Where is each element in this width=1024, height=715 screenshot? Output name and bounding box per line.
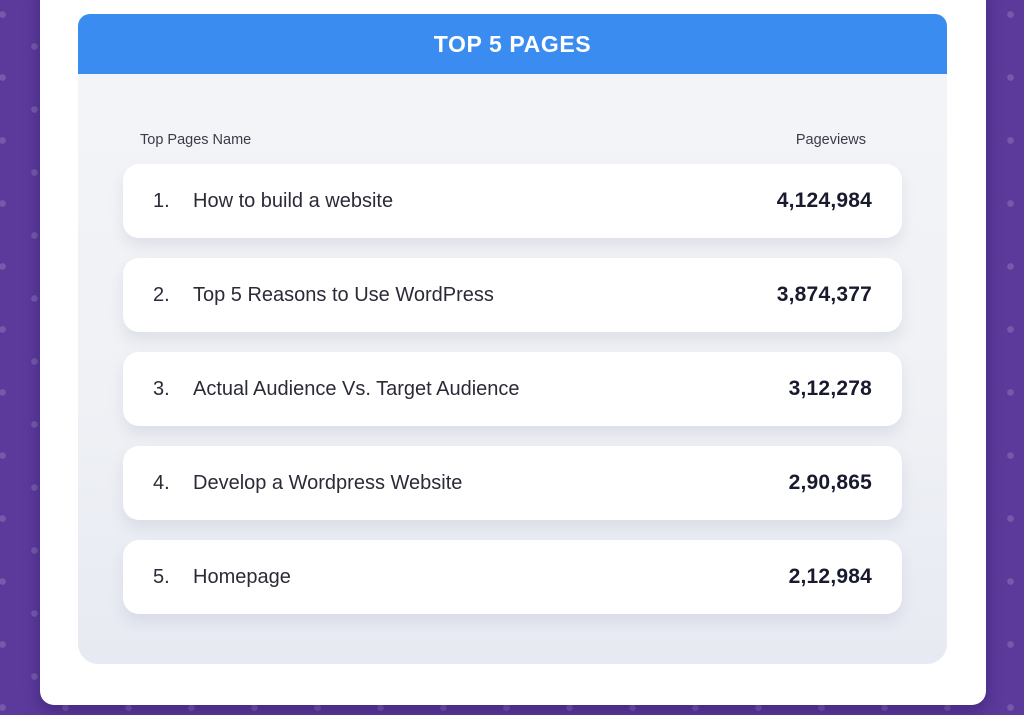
row-rank: 3. (153, 377, 170, 400)
column-header-name: Top Pages Name (140, 132, 252, 148)
row-rank: 1. (153, 189, 170, 212)
top-pages-list: 1. How to build a website 4,124,984 2. T… (123, 164, 902, 614)
panel-title-bar: TOP 5 PAGES (78, 14, 947, 74)
table-row: 1. How to build a website 4,124,984 (123, 164, 902, 238)
row-pageviews: 3,874,377 (776, 283, 872, 306)
column-header-pageviews: Pageviews (795, 132, 866, 148)
row-pageviews: 2,12,984 (788, 565, 872, 588)
row-pageviews: 2,90,865 (788, 471, 872, 494)
row-page-name: Develop a Wordpress Website (193, 471, 463, 494)
top-pages-panel: TOP 5 PAGES Top Pages Name Pageviews 1. … (78, 14, 947, 664)
column-headers: Top Pages Name Pageviews (123, 132, 902, 148)
row-pageviews: 3,12,278 (788, 377, 872, 400)
row-page-name: How to build a website (193, 189, 394, 212)
widget-card: TOP 5 PAGES Top Pages Name Pageviews 1. … (40, 0, 986, 705)
row-rank: 2. (153, 283, 170, 306)
row-rank: 4. (153, 471, 170, 494)
row-page-name: Actual Audience Vs. Target Audience (193, 377, 520, 400)
table-row: 3. Actual Audience Vs. Target Audience 3… (123, 352, 902, 426)
panel-body: Top Pages Name Pageviews 1. How to build… (78, 74, 947, 664)
table-row: 4. Develop a Wordpress Website 2,90,865 (123, 446, 902, 520)
row-page-name: Homepage (193, 565, 291, 588)
table-row: 5. Homepage 2,12,984 (123, 540, 902, 614)
panel-title: TOP 5 PAGES (433, 30, 592, 57)
table-row: 2. Top 5 Reasons to Use WordPress 3,874,… (123, 258, 902, 332)
row-pageviews: 4,124,984 (776, 189, 872, 212)
row-rank: 5. (153, 565, 170, 588)
row-page-name: Top 5 Reasons to Use WordPress (193, 283, 494, 306)
